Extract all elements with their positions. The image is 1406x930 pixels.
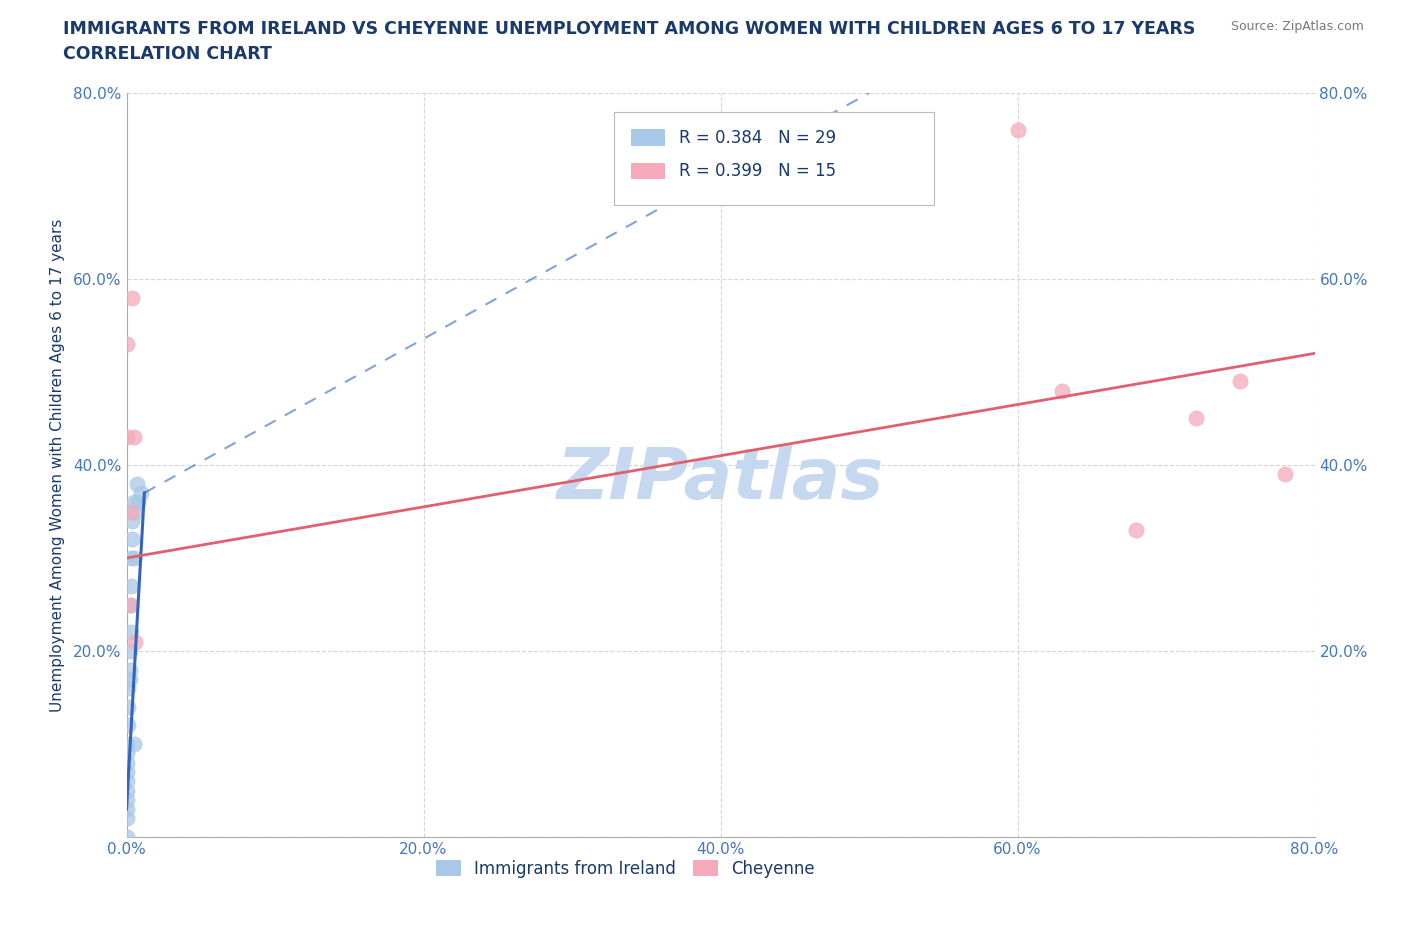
Text: ZIPatlas: ZIPatlas — [557, 445, 884, 514]
Point — [125, 476, 148, 491]
Point — [115, 737, 138, 751]
Point — [1274, 467, 1296, 482]
Point — [1050, 383, 1073, 398]
Text: Source: ZipAtlas.com: Source: ZipAtlas.com — [1230, 20, 1364, 33]
Legend: Immigrants from Ireland, Cheyenne: Immigrants from Ireland, Cheyenne — [429, 853, 821, 884]
Text: CORRELATION CHART: CORRELATION CHART — [63, 45, 273, 62]
Point — [115, 430, 138, 445]
Point — [115, 792, 138, 807]
FancyBboxPatch shape — [613, 112, 935, 205]
Point — [120, 597, 142, 612]
Point — [131, 485, 153, 500]
Point — [122, 551, 145, 565]
Point — [120, 551, 142, 565]
Point — [121, 513, 143, 528]
Text: R = 0.384   N = 29: R = 0.384 N = 29 — [679, 128, 837, 147]
Point — [115, 755, 138, 770]
Point — [115, 774, 138, 789]
Point — [118, 662, 141, 677]
Point — [1125, 523, 1147, 538]
Point — [120, 625, 142, 640]
Point — [117, 699, 139, 714]
Point — [120, 504, 142, 519]
Point — [122, 430, 145, 445]
Point — [115, 764, 138, 779]
Point — [127, 495, 149, 510]
Point — [118, 671, 141, 686]
Point — [115, 746, 138, 761]
Text: IMMIGRANTS FROM IRELAND VS CHEYENNE UNEMPLOYMENT AMONG WOMEN WITH CHILDREN AGES : IMMIGRANTS FROM IRELAND VS CHEYENNE UNEM… — [63, 20, 1195, 38]
Point — [121, 290, 143, 305]
Text: R = 0.399   N = 15: R = 0.399 N = 15 — [679, 162, 837, 180]
Point — [1007, 123, 1029, 138]
Point — [115, 337, 138, 352]
Point — [115, 811, 138, 826]
Point — [1184, 411, 1206, 426]
Bar — [631, 163, 665, 179]
Point — [124, 504, 146, 519]
Point — [118, 597, 141, 612]
Point — [122, 495, 145, 510]
Bar — [631, 129, 665, 146]
Point — [115, 783, 138, 798]
Point — [1229, 374, 1251, 389]
Point — [121, 532, 143, 547]
Point — [117, 681, 139, 696]
Point — [117, 718, 139, 733]
Y-axis label: Unemployment Among Women with Children Ages 6 to 17 years: Unemployment Among Women with Children A… — [49, 219, 65, 711]
Point — [120, 578, 142, 593]
Point — [115, 830, 138, 844]
Point — [118, 644, 141, 658]
Point — [115, 802, 138, 817]
Point — [122, 737, 145, 751]
Point — [124, 634, 146, 649]
